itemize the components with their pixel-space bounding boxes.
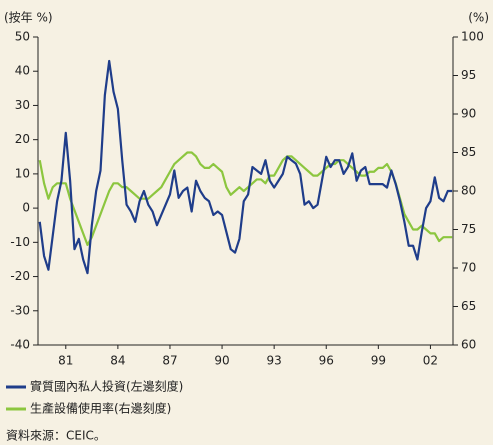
x-tick-label: 96 xyxy=(319,354,334,368)
x-tick-label: 99 xyxy=(371,354,386,368)
y-tick-label: 20 xyxy=(15,132,30,146)
y-axis-label: (按年 %) xyxy=(4,11,53,25)
y-tick-label: 40 xyxy=(15,64,30,78)
y-tick-label: 50 xyxy=(15,30,30,44)
x-tick-label: 81 xyxy=(58,354,73,368)
y2-tick-label: 95 xyxy=(461,68,476,82)
series-line xyxy=(38,151,453,246)
y2-tick-label: 100 xyxy=(461,30,484,44)
y-tick-label: -30 xyxy=(10,303,30,317)
series-line xyxy=(38,59,453,275)
y2-tick-label: 80 xyxy=(461,184,476,198)
x-tick-label: 90 xyxy=(214,354,229,368)
y2-tick-label: 85 xyxy=(461,145,476,159)
y-tick-label: 30 xyxy=(15,98,30,112)
y2-tick-label: 60 xyxy=(461,338,476,352)
y-tick-label: -20 xyxy=(10,269,30,283)
y2-tick-label: 90 xyxy=(461,107,476,121)
legend-label: 實質國內私人投資(左邊刻度) xyxy=(30,379,183,394)
x-tick-label: 93 xyxy=(267,354,282,368)
y-tick-label: -10 xyxy=(10,235,30,249)
y-tick-label: 10 xyxy=(15,166,30,180)
y2-tick-label: 75 xyxy=(461,222,476,236)
x-tick-label: 87 xyxy=(162,354,177,368)
x-tick-label: 02 xyxy=(423,354,438,368)
y-tick-label: -40 xyxy=(10,338,30,352)
legend-label: 生產設備使用率(右邊刻度) xyxy=(30,401,171,416)
y2-tick-label: 65 xyxy=(461,299,476,313)
x-tick-label: 84 xyxy=(110,354,125,368)
y2-axis-label: (%) xyxy=(468,11,489,25)
y-tick-label: 0 xyxy=(22,201,30,215)
source: 資料來源：CEIC。 xyxy=(6,429,106,443)
y2-tick-label: 70 xyxy=(461,261,476,275)
